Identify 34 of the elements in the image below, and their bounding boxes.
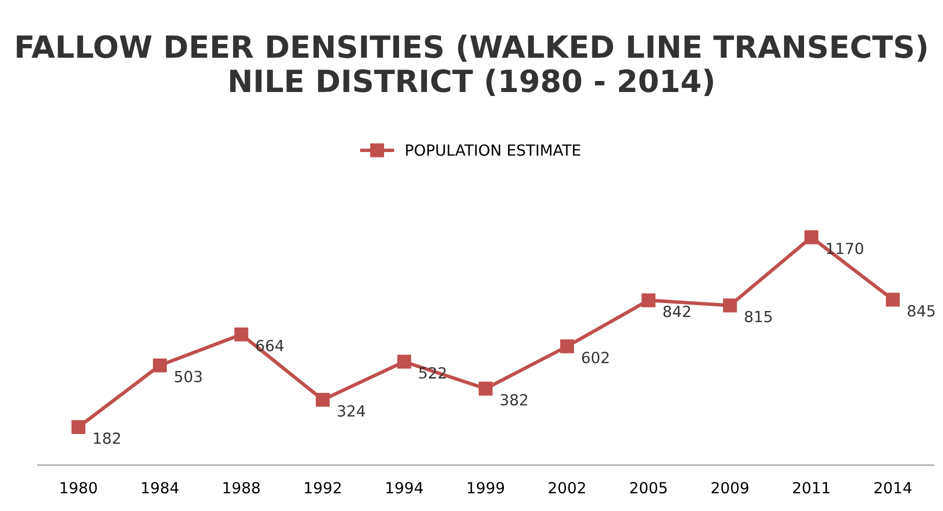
point xyxy=(397,354,412,369)
x-tick-label: 2011 xyxy=(793,482,830,494)
data-label: 664 xyxy=(256,340,284,352)
x-tick-label: 2005 xyxy=(630,482,667,494)
data-label: 815 xyxy=(744,310,772,322)
x-tick-label: 1999 xyxy=(468,482,504,494)
x-tick-label: 1992 xyxy=(305,482,341,494)
legend-label: POPULATION ESTIMATE xyxy=(406,144,580,156)
data-label: 845 xyxy=(908,305,935,317)
data-label: 602 xyxy=(582,352,609,364)
x-tick-label: 2002 xyxy=(548,482,585,494)
point xyxy=(71,420,86,434)
data-label: 1170 xyxy=(826,242,864,254)
x-tick-label: 2009 xyxy=(712,482,748,494)
data-label: 382 xyxy=(500,394,528,406)
chart-title: FALLOW DEER DENSITIES (WALKED LINE TRANSECTS) NILE DISTRICT (1980 - 2014) xyxy=(16,34,926,96)
point xyxy=(804,230,818,244)
point xyxy=(642,293,656,308)
x-tick-label: 1994 xyxy=(386,482,423,494)
data-label: 182 xyxy=(94,432,120,444)
x-tick-label: 1988 xyxy=(224,482,260,494)
x-tick-label: 1980 xyxy=(60,482,97,494)
data-label: 324 xyxy=(338,405,365,417)
data-label: 842 xyxy=(663,306,690,318)
point xyxy=(152,358,167,372)
point xyxy=(316,392,330,407)
point xyxy=(478,382,493,396)
data-label: 503 xyxy=(174,370,202,382)
point xyxy=(886,292,900,307)
point xyxy=(560,339,574,354)
x-tick-label: 1984 xyxy=(142,482,178,494)
x-tick-label: 2014 xyxy=(874,482,912,494)
point xyxy=(234,328,248,342)
point xyxy=(723,298,737,312)
